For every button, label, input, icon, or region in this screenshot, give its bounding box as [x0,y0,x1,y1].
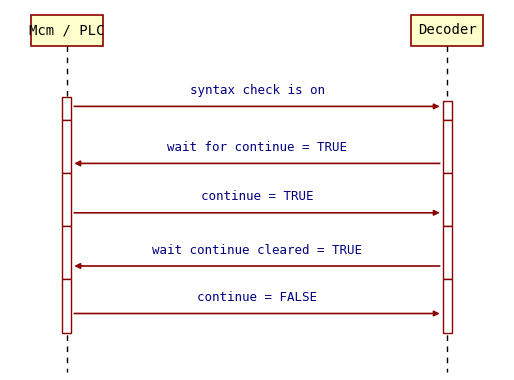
Bar [411,15,483,46]
Text: wait continue cleared = TRUE: wait continue cleared = TRUE [152,244,362,256]
Bar [443,226,452,279]
Text: Decoder: Decoder [418,24,476,37]
Bar [443,101,452,120]
Bar [62,120,71,173]
Text: syntax check is on: syntax check is on [190,84,324,97]
Bar [443,173,452,226]
Text: wait for continue = TRUE: wait for continue = TRUE [167,141,347,154]
Bar [62,173,71,226]
Bar [62,97,71,120]
Text: continue = TRUE: continue = TRUE [201,190,313,203]
Bar [443,279,452,332]
Bar [62,279,71,332]
Bar [62,226,71,279]
Text: continue = FALSE: continue = FALSE [197,291,317,304]
Bar [443,120,452,173]
Bar [31,15,103,46]
Text: Mcm / PLC: Mcm / PLC [29,24,104,37]
